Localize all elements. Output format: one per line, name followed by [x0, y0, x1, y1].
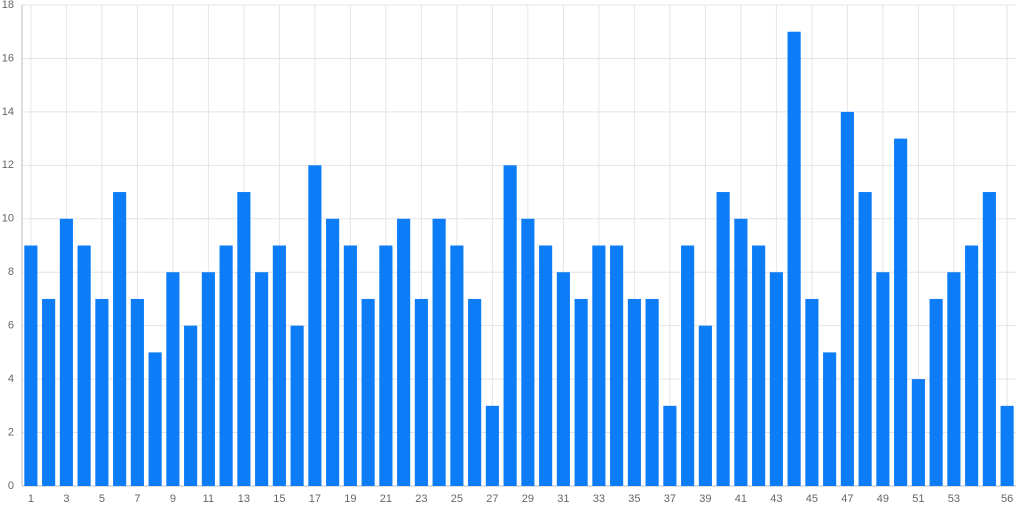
- bar: [539, 245, 553, 486]
- x-tick-label: 13: [238, 493, 250, 505]
- bar: [876, 272, 890, 486]
- bar: [201, 272, 215, 486]
- bar: [521, 218, 535, 486]
- x-tick-label: 25: [451, 493, 463, 505]
- bar: [361, 298, 375, 486]
- bar: [805, 298, 819, 486]
- x-tick-label: 37: [664, 493, 676, 505]
- bar: [663, 405, 677, 486]
- y-tick-label: 8: [8, 266, 14, 278]
- x-tick-label: 29: [522, 493, 534, 505]
- y-tick-label: 2: [8, 426, 14, 438]
- x-tick-label: 21: [380, 493, 392, 505]
- bar: [468, 298, 482, 486]
- bar: [326, 218, 340, 486]
- x-tick-label: 51: [912, 493, 924, 505]
- y-tick-label: 12: [2, 159, 14, 171]
- bar: [95, 298, 109, 486]
- bar: [166, 272, 180, 486]
- bar: [130, 298, 144, 486]
- bar: [308, 165, 322, 487]
- x-tick-label: 43: [770, 493, 782, 505]
- bar: [840, 111, 854, 486]
- x-tick-label: 5: [99, 493, 105, 505]
- x-tick-label: 56: [1001, 493, 1013, 505]
- bar: [450, 245, 464, 486]
- bar: [645, 298, 659, 486]
- bar: [823, 352, 837, 486]
- y-tick-label: 16: [2, 52, 14, 64]
- x-tick-label: 53: [948, 493, 960, 505]
- bar: [698, 325, 712, 486]
- bar: [397, 218, 411, 486]
- x-tick-label: 11: [203, 493, 214, 505]
- bar: [24, 245, 38, 486]
- x-tick-label: 45: [806, 493, 818, 505]
- x-tick-label: 1: [28, 493, 34, 505]
- bar: [911, 379, 925, 486]
- bar: [965, 245, 979, 486]
- bar: [556, 272, 570, 486]
- bar: [982, 192, 996, 487]
- y-tick-label: 6: [8, 320, 14, 332]
- bar: [503, 165, 517, 487]
- x-tick-label: 19: [344, 493, 356, 505]
- bar: [148, 352, 162, 486]
- x-tick-label: 35: [628, 493, 640, 505]
- bar: [787, 31, 801, 486]
- bar: [947, 272, 961, 486]
- x-tick-label: 39: [699, 493, 711, 505]
- bar: [219, 245, 233, 486]
- bar: [485, 405, 499, 486]
- y-tick-label: 0: [8, 480, 14, 492]
- x-tick-label: 33: [593, 493, 605, 505]
- bar: [734, 218, 748, 486]
- bar: [42, 298, 56, 486]
- x-tick-label: 15: [273, 493, 285, 505]
- bar: [77, 245, 91, 486]
- bar: [414, 298, 428, 486]
- bar: [929, 298, 943, 486]
- bar: [752, 245, 766, 486]
- y-tick-label: 4: [8, 373, 14, 385]
- y-tick-label: 14: [2, 106, 14, 118]
- bar: [290, 325, 304, 486]
- bar: [716, 192, 730, 487]
- bar: [681, 245, 695, 486]
- x-tick-label: 27: [486, 493, 498, 505]
- bar: [592, 245, 606, 486]
- y-tick-label: 18: [2, 0, 14, 11]
- bar: [237, 192, 251, 487]
- bar: [432, 218, 446, 486]
- y-tick-label: 10: [2, 213, 14, 225]
- bar: [343, 245, 357, 486]
- bar: [1000, 405, 1014, 486]
- bar: [894, 138, 908, 486]
- bar: [627, 298, 641, 486]
- x-tick-label: 3: [63, 493, 69, 505]
- x-tick-label: 9: [170, 493, 176, 505]
- x-tick-label: 31: [557, 493, 569, 505]
- bar: [59, 218, 73, 486]
- x-tick-label: 47: [841, 493, 853, 505]
- x-tick-label: 7: [134, 493, 140, 505]
- bar: [272, 245, 286, 486]
- x-tick-label: 49: [877, 493, 889, 505]
- x-tick-label: 41: [735, 493, 747, 505]
- bar: [610, 245, 624, 486]
- x-tick-label: 23: [415, 493, 427, 505]
- bar: [858, 192, 872, 487]
- bar: [113, 192, 127, 487]
- bar: [379, 245, 393, 486]
- x-tick-label: 17: [309, 493, 321, 505]
- bar: [769, 272, 783, 486]
- bar: [255, 272, 269, 486]
- bar: [184, 325, 198, 486]
- bar: [574, 298, 588, 486]
